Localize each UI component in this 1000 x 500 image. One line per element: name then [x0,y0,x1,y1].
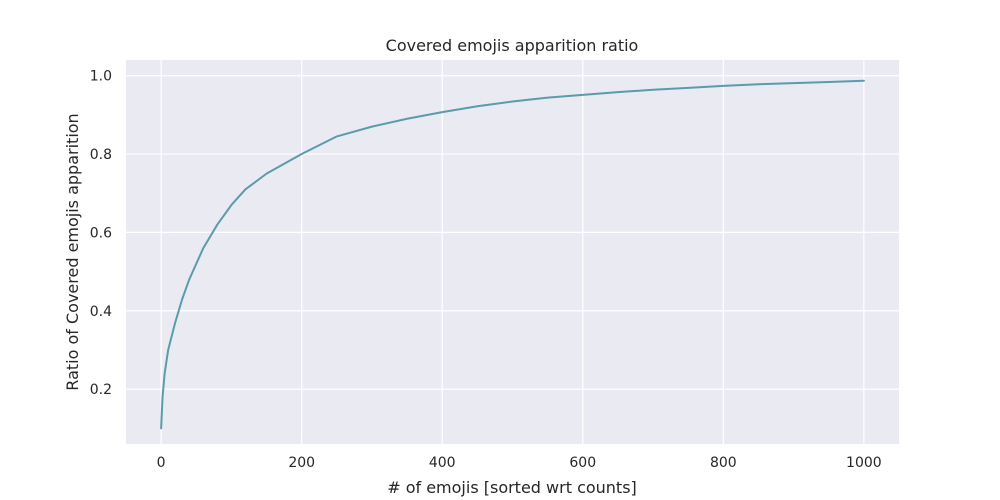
x-axis-label: # of emojis [sorted wrt counts] [387,478,637,497]
series-layer [160,79,865,430]
y-tick-label: 0.8 [90,147,112,163]
x-tick-labels: 0 200 400 600 800 1000 [157,455,882,471]
x-tick-label: 800 [710,455,737,471]
chart-title: Covered emojis apparition ratio [386,36,639,55]
y-tick-label: 0.2 [90,382,112,398]
x-tick-label: 1000 [846,455,882,471]
y-tick-label: 1.0 [90,69,112,85]
y-tick-labels: 0.2 0.4 0.6 0.8 1.0 [90,69,112,398]
x-tick-label: 0 [157,455,166,471]
y-axis-label: Ratio of Covered emojis apparition [63,113,82,390]
y-tick-label: 0.6 [90,225,112,241]
y-tick-label: 0.4 [90,304,112,320]
plot-area [126,60,899,444]
x-tick-label: 600 [569,455,596,471]
line-series [160,79,865,430]
grid-lines [126,60,899,444]
x-tick-label: 400 [429,455,456,471]
x-tick-label: 200 [288,455,315,471]
